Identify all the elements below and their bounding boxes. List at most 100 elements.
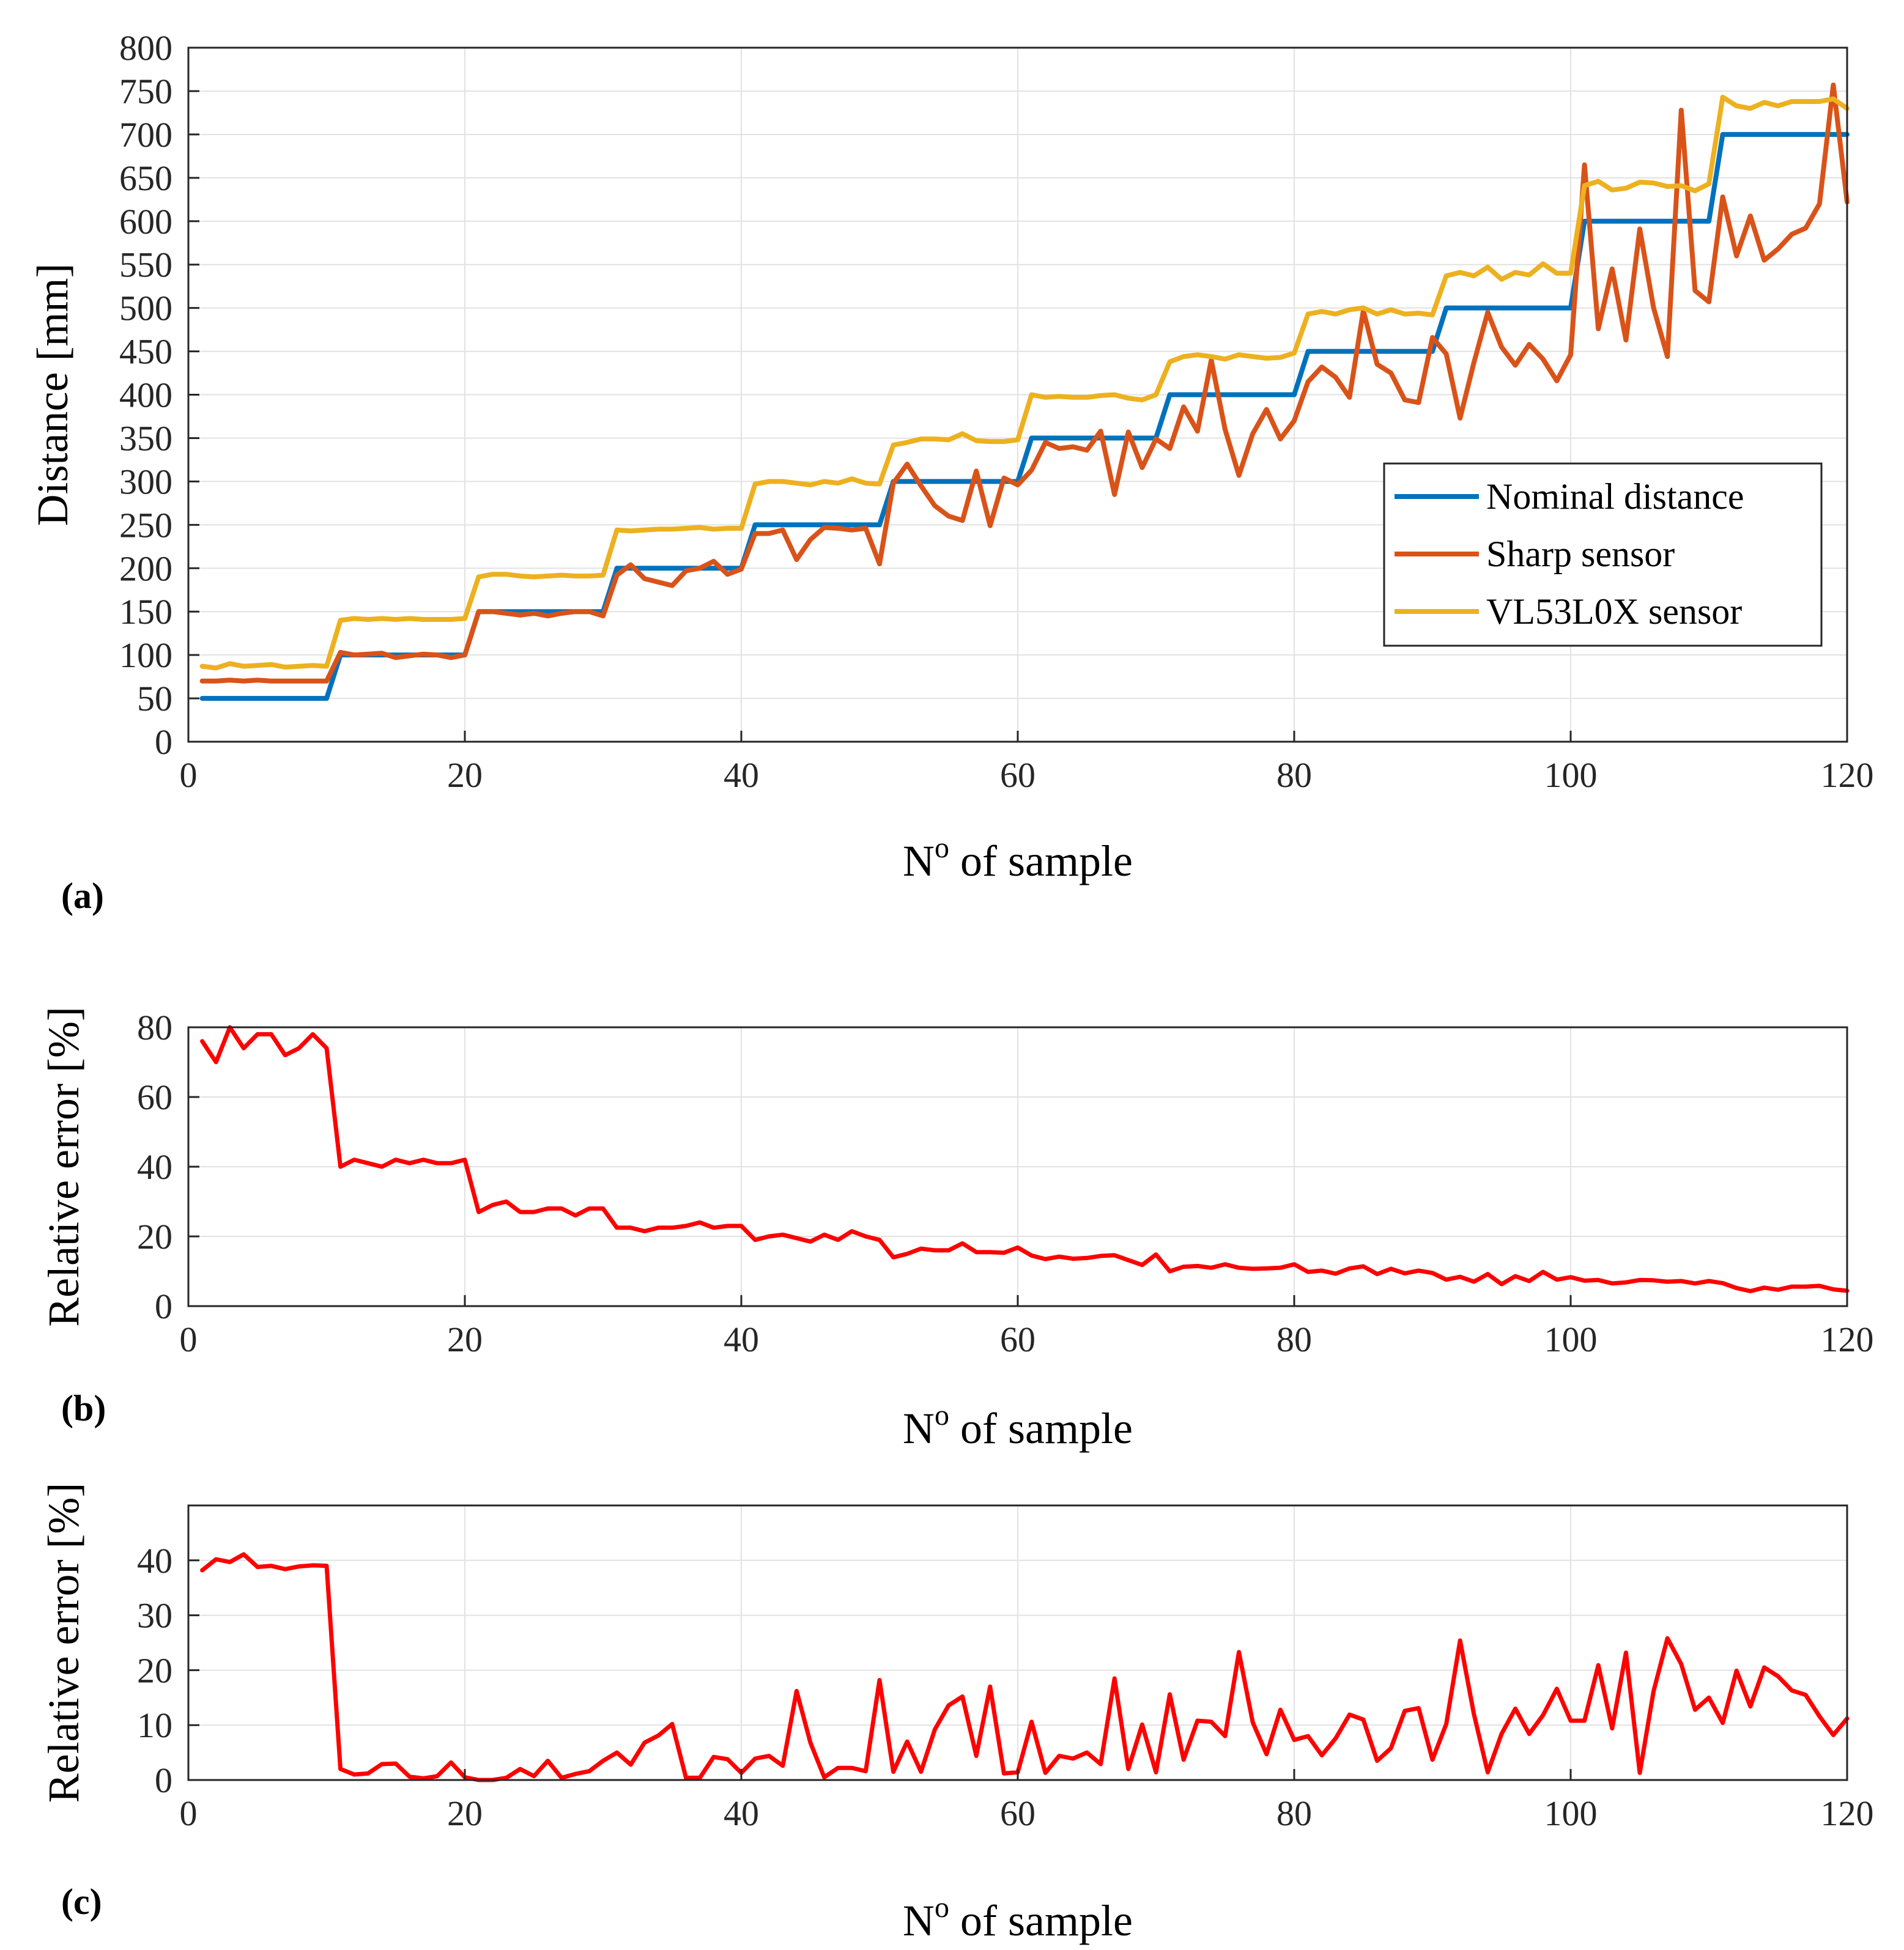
data-point	[395, 656, 397, 659]
data-point	[1182, 405, 1185, 408]
data-point	[1639, 1771, 1641, 1774]
data-point	[1624, 1652, 1627, 1654]
data-point	[809, 1241, 812, 1243]
data-point	[367, 653, 369, 656]
data-point	[892, 444, 895, 446]
data-point	[1763, 133, 1765, 136]
data-point	[478, 610, 480, 613]
data-point	[1002, 477, 1005, 479]
data-point	[726, 1225, 728, 1227]
data-point	[920, 438, 922, 440]
data-point	[1514, 1707, 1517, 1710]
data-point	[201, 665, 204, 668]
data-point	[795, 1690, 798, 1693]
panel-c-label: (c)	[61, 1882, 102, 1922]
data-point	[1473, 307, 1475, 309]
data-point	[1100, 1763, 1102, 1765]
y-tick-label: 40	[137, 1147, 172, 1187]
data-point	[242, 1553, 245, 1556]
data-point	[1777, 133, 1779, 136]
data-point	[1431, 1759, 1434, 1761]
data-point	[1155, 394, 1157, 396]
x-tick-label: 80	[1276, 755, 1312, 795]
data-point	[325, 1047, 328, 1049]
data-point	[1017, 438, 1019, 441]
data-point	[1722, 1722, 1724, 1724]
series-line-relative-error	[200, 1025, 1850, 1293]
data-point	[878, 483, 881, 486]
data-point	[409, 618, 411, 620]
data-point	[1017, 484, 1019, 486]
data-point	[1265, 1753, 1268, 1756]
data-point	[560, 1207, 563, 1210]
data-point	[768, 533, 770, 534]
data-point	[906, 480, 908, 482]
data-point	[975, 1754, 977, 1757]
data-point	[1542, 307, 1544, 309]
data-point	[519, 614, 521, 616]
data-point	[1362, 350, 1365, 353]
data-point	[851, 478, 853, 480]
data-point	[1196, 1719, 1199, 1722]
y-tick-label: 400	[119, 375, 172, 415]
data-point	[505, 573, 508, 575]
data-point	[1569, 1276, 1572, 1279]
data-point	[450, 618, 452, 621]
data-point	[1584, 1719, 1586, 1722]
data-point	[1417, 401, 1420, 404]
data-point	[1624, 187, 1627, 190]
panel-b-xlabel: No of sample	[903, 1399, 1133, 1453]
data-point	[698, 567, 701, 569]
y-tick-label: 30	[137, 1596, 172, 1636]
data-point	[436, 654, 439, 656]
data-point	[1722, 96, 1724, 98]
y-tick-label: 60	[137, 1077, 172, 1117]
data-point	[1735, 1287, 1738, 1289]
data-point	[1791, 1285, 1793, 1288]
data-point	[851, 1230, 853, 1232]
data-point	[947, 515, 950, 517]
data-point	[1113, 437, 1116, 439]
data-point	[215, 1061, 217, 1063]
panel-b-xlabel-sup: o	[935, 1399, 949, 1431]
data-point	[1749, 1705, 1752, 1708]
data-point	[1279, 356, 1281, 358]
y-tick-label: 200	[119, 548, 172, 588]
data-point	[961, 1696, 964, 1698]
data-point	[933, 438, 936, 440]
data-point	[1584, 220, 1586, 223]
data-point	[1141, 437, 1143, 439]
data-point	[1584, 164, 1586, 166]
panel-c-chart: 0 20 40 60 80 100 120 0 10 20 30 40 Relative error …	[39, 1483, 1874, 1945]
data-point	[1086, 1751, 1088, 1754]
data-point	[519, 1211, 521, 1213]
data-point	[1196, 353, 1199, 356]
data-point	[809, 484, 812, 486]
data-point	[1182, 1759, 1185, 1761]
data-point	[395, 1762, 397, 1765]
data-point	[1238, 353, 1240, 356]
data-point	[1653, 182, 1655, 184]
data-point	[1804, 227, 1807, 229]
data-point	[1321, 366, 1323, 368]
data-point	[1031, 1721, 1033, 1723]
data-point	[1238, 1266, 1240, 1269]
panel-a-xlabel-base: N	[903, 837, 935, 885]
data-point	[1390, 308, 1392, 311]
y-tick-label: 800	[119, 28, 172, 68]
data-point	[1431, 314, 1434, 316]
x-tick-label: 40	[724, 1320, 759, 1359]
data-point	[1251, 1268, 1254, 1270]
data-point	[671, 1227, 673, 1229]
data-point	[906, 1253, 908, 1255]
data-point	[1653, 307, 1655, 309]
data-point	[409, 1776, 411, 1778]
data-point	[933, 1728, 936, 1730]
data-point	[1804, 1285, 1807, 1288]
x-tick-label: 60	[1000, 1793, 1035, 1833]
data-point	[422, 1159, 424, 1161]
data-point	[1818, 202, 1821, 205]
y-tick-label: 10	[137, 1705, 172, 1745]
data-point	[1307, 380, 1309, 383]
data-point	[519, 1768, 521, 1770]
